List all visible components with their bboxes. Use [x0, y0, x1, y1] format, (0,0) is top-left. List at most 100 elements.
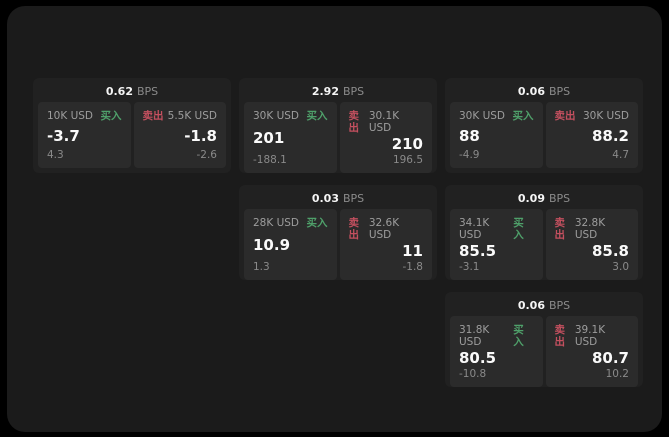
bps-unit: BPS — [548, 192, 571, 205]
price-value: 10.9 — [253, 236, 291, 254]
buy-panel-top: 34.1K USD 买入 — [459, 217, 534, 241]
price-value: 88.2 — [591, 126, 629, 145]
card-bps-header: 0.06 BPS — [450, 82, 638, 102]
buy-panel[interactable]: 30K USD 买入 201 -188.1 — [244, 102, 337, 173]
sell-panel-top: 卖出 30K USD — [555, 110, 630, 122]
price-value: 80.5 — [459, 349, 497, 367]
quote-card: 0.03 BPS 28K USD 买入 10.9 1.3 卖出 32.6K US… — [239, 185, 437, 280]
notional-amount: 10K USD — [47, 110, 94, 122]
quotes-panel: 0.62 BPS 10K USD 买入 -3.7 4.3 卖出 5.5K USD — [7, 6, 662, 432]
sell-panel[interactable]: 卖出 30.1K USD 210 196.5 — [339, 102, 432, 173]
bps-unit: BPS — [548, 85, 571, 98]
price-value: -1.8 — [184, 126, 217, 145]
quote-card: 0.06 BPS 31.8K USD 买入 80.5 -10.8 卖出 39.1… — [445, 292, 643, 387]
buy-side-label: 买入 — [513, 324, 524, 348]
delta-value: -10.8 — [459, 368, 487, 380]
panels-row: 28K USD 买入 10.9 1.3 卖出 32.6K USD 11 -1.8 — [244, 209, 432, 280]
notional-amount: 30K USD — [582, 110, 629, 122]
bps-unit: BPS — [342, 85, 365, 98]
sell-panel[interactable]: 卖出 5.5K USD -1.8 -2.6 — [133, 102, 226, 168]
bps-unit: BPS — [548, 299, 571, 312]
bps-unit: BPS — [342, 192, 365, 205]
bps-value: 0.06 — [517, 299, 545, 312]
buy-panel[interactable]: 28K USD 买入 10.9 1.3 — [244, 209, 337, 280]
buy-side-label: 买入 — [513, 217, 524, 241]
notional-amount: 31.8K USD — [459, 324, 490, 348]
sell-side-label: 卖出 — [142, 110, 164, 122]
bps-value: 2.92 — [311, 85, 339, 98]
card-bps-header: 0.03 BPS — [244, 189, 432, 209]
delta-value: 3.0 — [612, 261, 629, 273]
buy-panel[interactable]: 34.1K USD 买入 85.5 -3.1 — [450, 209, 543, 280]
sell-panel[interactable]: 卖出 32.6K USD 11 -1.8 — [339, 209, 432, 280]
sell-panel[interactable]: 卖出 39.1K USD 80.7 10.2 — [545, 316, 638, 387]
sell-panel-top: 卖出 5.5K USD — [143, 110, 218, 122]
sell-panel-top: 卖出 32.8K USD — [555, 217, 630, 241]
buy-panel-top: 10K USD 买入 — [47, 110, 122, 122]
card-bps-header: 0.09 BPS — [450, 189, 638, 209]
quote-card: 0.09 BPS 34.1K USD 买入 85.5 -3.1 卖出 32.8K… — [445, 185, 643, 280]
sell-side-label: 卖出 — [554, 110, 576, 122]
notional-amount: 30K USD — [253, 110, 300, 122]
panels-row: 34.1K USD 买入 85.5 -3.1 卖出 32.8K USD 85.8… — [450, 209, 638, 280]
sell-side-label: 卖出 — [554, 217, 566, 241]
sell-panel-top: 卖出 39.1K USD — [555, 324, 630, 348]
notional-amount: 30.1K USD — [368, 110, 400, 134]
buy-side-label: 买入 — [512, 110, 534, 122]
buy-panel-top: 30K USD 买入 — [253, 110, 328, 122]
quote-card: 2.92 BPS 30K USD 买入 201 -188.1 卖出 30.1K … — [239, 78, 437, 173]
notional-amount: 5.5K USD — [167, 110, 217, 122]
delta-value: -3.1 — [459, 261, 480, 273]
card-bps-header: 2.92 BPS — [244, 82, 432, 102]
notional-amount: 30K USD — [459, 110, 506, 122]
buy-panel[interactable]: 30K USD 买入 88 -4.9 — [450, 102, 543, 168]
buy-side-label: 买入 — [100, 110, 122, 122]
panels-row: 30K USD 买入 88 -4.9 卖出 30K USD 88.2 4.7 — [450, 102, 638, 168]
buy-panel-top: 30K USD 买入 — [459, 110, 534, 122]
sell-panel[interactable]: 卖出 30K USD 88.2 4.7 — [545, 102, 638, 168]
delta-value: 196.5 — [392, 154, 423, 166]
quote-card: 0.62 BPS 10K USD 买入 -3.7 4.3 卖出 5.5K USD — [33, 78, 231, 173]
price-value: 210 — [391, 135, 423, 153]
price-value: 85.5 — [459, 242, 497, 260]
panels-row: 31.8K USD 买入 80.5 -10.8 卖出 39.1K USD 80.… — [450, 316, 638, 387]
delta-value: 4.3 — [47, 149, 64, 161]
delta-value: 4.7 — [612, 149, 629, 161]
sell-panel[interactable]: 卖出 32.8K USD 85.8 3.0 — [545, 209, 638, 280]
price-value: 85.8 — [591, 242, 629, 260]
price-value: -3.7 — [47, 126, 80, 145]
bps-value: 0.62 — [105, 85, 133, 98]
notional-amount: 28K USD — [253, 217, 300, 229]
quote-card: 0.06 BPS 30K USD 买入 88 -4.9 卖出 30K USD — [445, 78, 643, 173]
buy-side-label: 买入 — [306, 110, 328, 122]
sell-panel-top: 卖出 30.1K USD — [349, 110, 424, 134]
sell-panel-top: 卖出 32.6K USD — [349, 217, 424, 241]
price-value: 88 — [459, 126, 480, 145]
buy-panel-top: 28K USD 买入 — [253, 217, 328, 229]
card-bps-header: 0.06 BPS — [450, 296, 638, 316]
sell-side-label: 卖出 — [348, 110, 360, 134]
buy-panel-top: 31.8K USD 买入 — [459, 324, 534, 348]
delta-value: -1.8 — [402, 261, 424, 273]
price-value: 11 — [402, 242, 423, 260]
panels-row: 30K USD 买入 201 -188.1 卖出 30.1K USD 210 1… — [244, 102, 432, 173]
sell-side-label: 卖出 — [348, 217, 360, 241]
panels-row: 10K USD 买入 -3.7 4.3 卖出 5.5K USD -1.8 -2.… — [38, 102, 226, 168]
price-value: 201 — [253, 129, 285, 147]
sell-side-label: 卖出 — [554, 324, 566, 348]
buy-panel[interactable]: 10K USD 买入 -3.7 4.3 — [38, 102, 131, 168]
notional-amount: 39.1K USD — [574, 324, 606, 348]
delta-value: -188.1 — [253, 154, 287, 166]
buy-side-label: 买入 — [306, 217, 328, 229]
bps-value: 0.03 — [311, 192, 339, 205]
notional-amount: 32.8K USD — [574, 217, 606, 241]
card-bps-header: 0.62 BPS — [38, 82, 226, 102]
delta-value: 10.2 — [605, 368, 629, 380]
price-value: 80.7 — [591, 349, 629, 367]
notional-amount: 32.6K USD — [368, 217, 400, 241]
delta-value: 1.3 — [253, 261, 270, 273]
notional-amount: 34.1K USD — [459, 217, 490, 241]
delta-value: -2.6 — [196, 149, 218, 161]
bps-unit: BPS — [136, 85, 159, 98]
buy-panel[interactable]: 31.8K USD 买入 80.5 -10.8 — [450, 316, 543, 387]
